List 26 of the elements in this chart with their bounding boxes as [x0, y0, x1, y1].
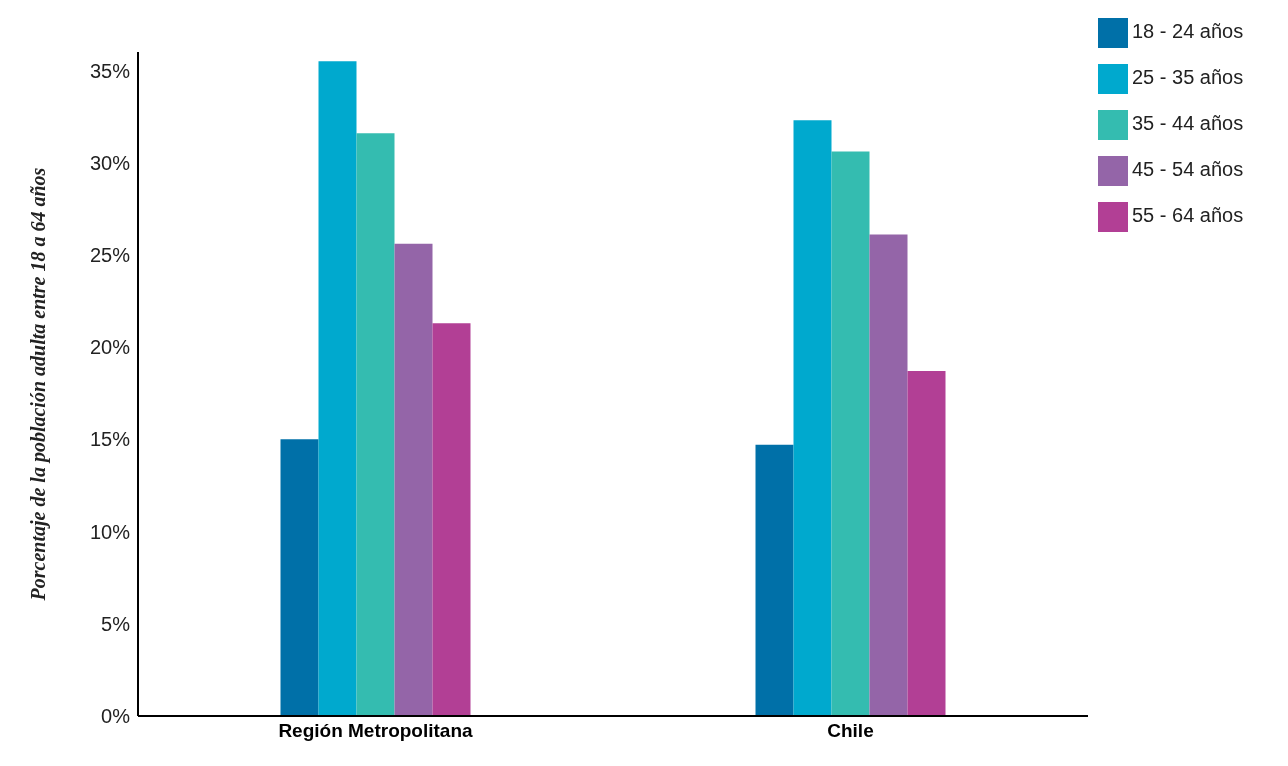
bar — [793, 120, 832, 716]
y-tick-label: 35% — [89, 59, 131, 82]
bar — [280, 439, 319, 716]
y-tick-label: 15% — [89, 428, 131, 451]
y-tick-label: 10% — [89, 520, 131, 543]
x-tick-label: Chile — [827, 720, 874, 742]
y-tick-label: 20% — [89, 336, 131, 359]
bar — [356, 133, 395, 716]
y-tick-label: 5% — [101, 612, 131, 635]
y-tick-label: 0% — [101, 705, 131, 728]
legend-label: 18 - 24 años — [1132, 20, 1244, 42]
bar — [831, 151, 870, 716]
legend-label: 25 - 35 años — [1132, 66, 1244, 88]
legend-label: 35 - 44 años — [1132, 112, 1244, 134]
bar — [907, 371, 946, 716]
y-tick-label: 30% — [89, 151, 131, 174]
legend-label: 55 - 64 años — [1132, 204, 1244, 226]
bar — [869, 234, 908, 716]
bar — [755, 444, 794, 716]
bar — [432, 323, 471, 716]
y-axis-title: Porcentaje de la población adulta entre 18 a 64 años — [27, 167, 51, 602]
y-tick-label: 25% — [89, 243, 131, 266]
bar — [394, 243, 433, 716]
legend-label: 45 - 54 años — [1132, 158, 1244, 180]
x-tick-label: Región Metropolitana — [278, 720, 474, 742]
bar — [318, 61, 357, 716]
